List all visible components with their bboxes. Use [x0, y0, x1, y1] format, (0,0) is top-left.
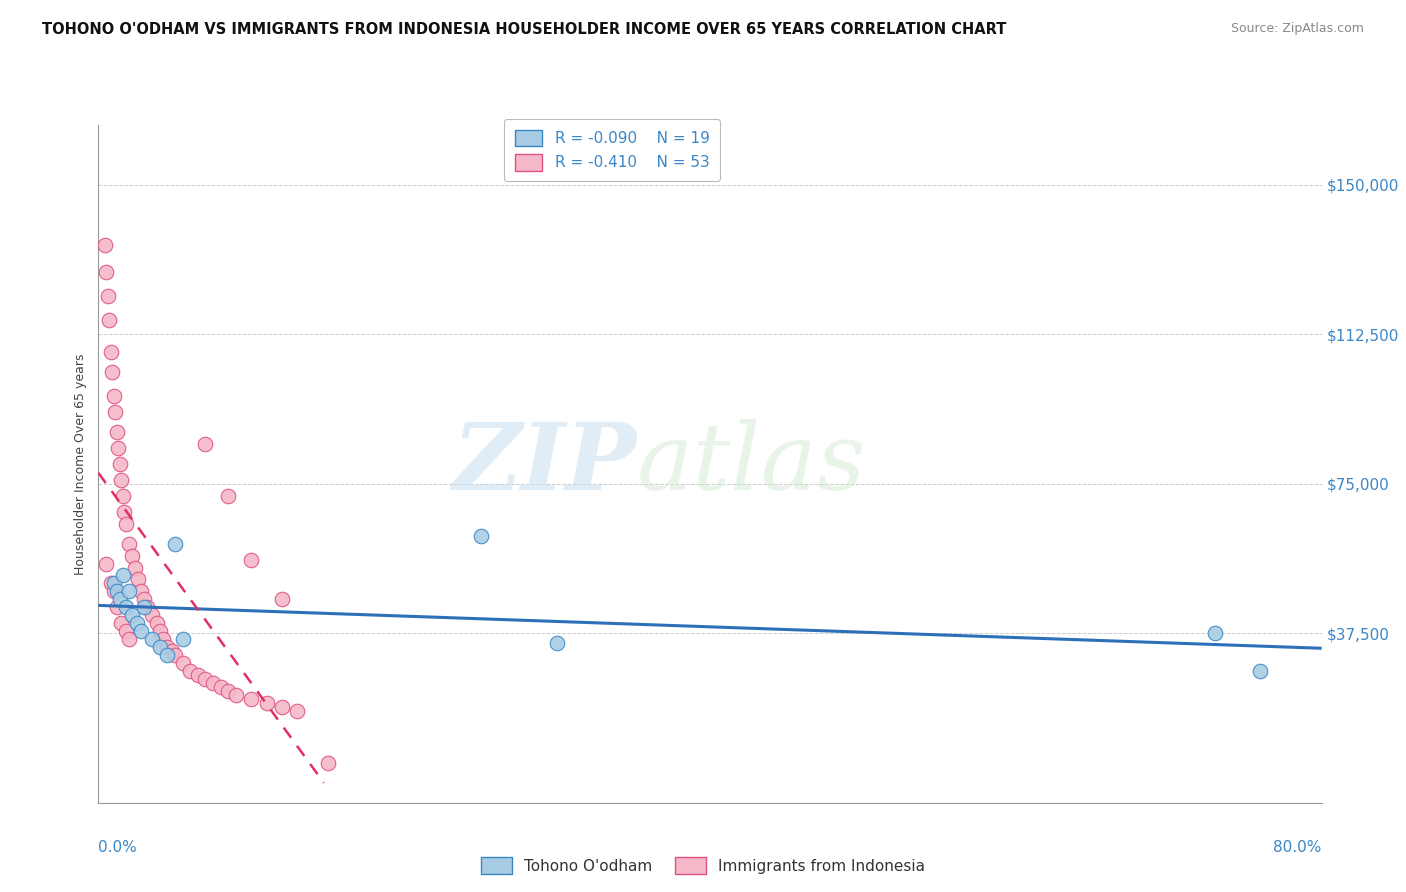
- Point: [105, 584, 128, 599]
- Point: [118, 632, 141, 647]
- Point: [141, 632, 163, 647]
- Point: [94, 557, 117, 571]
- Point: [97, 289, 120, 303]
- Point: [118, 536, 141, 550]
- Point: [112, 505, 135, 519]
- Point: [156, 648, 179, 663]
- Point: [110, 473, 132, 487]
- Text: Source: ZipAtlas.com: Source: ZipAtlas.com: [1230, 22, 1364, 36]
- Point: [121, 549, 143, 563]
- Point: [179, 664, 201, 678]
- Point: [134, 592, 156, 607]
- Y-axis label: Householder Income Over 65 years: Householder Income Over 65 years: [73, 353, 87, 574]
- Text: TOHONO O'ODHAM VS IMMIGRANTS FROM INDONESIA HOUSEHOLDER INCOME OVER 65 YEARS COR: TOHONO O'ODHAM VS IMMIGRANTS FROM INDONE…: [42, 22, 1007, 37]
- Point: [111, 489, 134, 503]
- Point: [105, 600, 128, 615]
- Point: [127, 573, 149, 587]
- Point: [152, 632, 174, 647]
- Point: [93, 237, 115, 252]
- Point: [163, 648, 186, 663]
- Point: [187, 668, 209, 682]
- Point: [136, 600, 159, 615]
- Point: [104, 405, 127, 419]
- Point: [316, 756, 339, 770]
- Text: 0.0%: 0.0%: [98, 840, 138, 855]
- Point: [129, 584, 152, 599]
- Point: [149, 624, 172, 639]
- Point: [285, 704, 308, 718]
- Text: atlas: atlas: [637, 419, 866, 508]
- Point: [115, 600, 138, 615]
- Point: [256, 696, 278, 710]
- Point: [172, 657, 194, 671]
- Point: [115, 516, 138, 531]
- Point: [115, 624, 138, 639]
- Point: [546, 636, 568, 650]
- Point: [217, 684, 239, 698]
- Point: [141, 608, 163, 623]
- Legend: Tohono O'odham, Immigrants from Indonesia: Tohono O'odham, Immigrants from Indonesi…: [475, 851, 931, 880]
- Point: [470, 528, 492, 542]
- Point: [103, 576, 125, 591]
- Point: [270, 592, 292, 607]
- Text: 80.0%: 80.0%: [1274, 840, 1322, 855]
- Point: [156, 640, 179, 655]
- Point: [240, 692, 263, 706]
- Point: [202, 676, 225, 690]
- Point: [1249, 664, 1271, 678]
- Point: [145, 616, 167, 631]
- Point: [121, 608, 143, 623]
- Point: [149, 640, 172, 655]
- Point: [194, 437, 217, 451]
- Point: [108, 592, 131, 607]
- Point: [172, 632, 194, 647]
- Point: [209, 680, 232, 694]
- Point: [194, 672, 217, 686]
- Point: [217, 489, 239, 503]
- Point: [105, 425, 128, 439]
- Point: [108, 457, 131, 471]
- Point: [111, 568, 134, 582]
- Text: ZIP: ZIP: [453, 419, 637, 508]
- Point: [98, 313, 121, 327]
- Point: [134, 600, 156, 615]
- Point: [103, 584, 125, 599]
- Point: [225, 688, 247, 702]
- Point: [125, 616, 148, 631]
- Point: [110, 616, 132, 631]
- Point: [129, 624, 152, 639]
- Point: [118, 584, 141, 599]
- Point: [160, 644, 183, 658]
- Point: [124, 560, 146, 574]
- Point: [103, 389, 125, 403]
- Legend: R = -0.090    N = 19, R = -0.410    N = 53: R = -0.090 N = 19, R = -0.410 N = 53: [505, 119, 720, 181]
- Point: [107, 441, 129, 455]
- Point: [101, 365, 124, 379]
- Point: [240, 552, 263, 566]
- Point: [270, 700, 292, 714]
- Point: [100, 345, 122, 359]
- Point: [94, 265, 117, 279]
- Point: [100, 576, 122, 591]
- Point: [163, 536, 186, 550]
- Point: [1204, 626, 1226, 640]
